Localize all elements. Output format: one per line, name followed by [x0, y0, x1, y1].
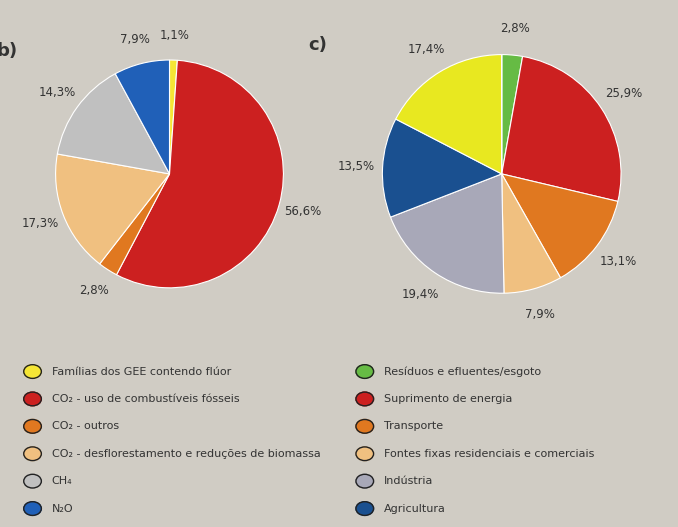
- Text: 13,5%: 13,5%: [338, 160, 375, 173]
- Text: Agricultura: Agricultura: [384, 504, 445, 513]
- Wedge shape: [391, 174, 504, 293]
- Text: Transporte: Transporte: [384, 422, 443, 431]
- Text: 25,9%: 25,9%: [605, 87, 642, 101]
- Wedge shape: [56, 154, 170, 264]
- Wedge shape: [100, 174, 170, 275]
- Text: CO₂ - desflorestamento e reduções de biomassa: CO₂ - desflorestamento e reduções de bio…: [52, 449, 320, 458]
- Wedge shape: [382, 119, 502, 217]
- Text: Suprimento de energia: Suprimento de energia: [384, 394, 512, 404]
- Text: CH₄: CH₄: [52, 476, 72, 486]
- Text: 56,6%: 56,6%: [285, 206, 322, 218]
- Text: 2,8%: 2,8%: [79, 284, 109, 297]
- Text: Resíduos e efluentes/esgoto: Resíduos e efluentes/esgoto: [384, 366, 541, 377]
- Text: CO₂ - uso de combustíveis fósseis: CO₂ - uso de combustíveis fósseis: [52, 394, 239, 404]
- Text: N₂O: N₂O: [52, 504, 73, 513]
- Wedge shape: [502, 174, 561, 293]
- Text: Fontes fixas residenciais e comerciais: Fontes fixas residenciais e comerciais: [384, 449, 594, 458]
- Text: 17,3%: 17,3%: [21, 217, 58, 230]
- Wedge shape: [117, 60, 283, 288]
- Wedge shape: [58, 74, 170, 174]
- Text: 1,1%: 1,1%: [159, 28, 189, 42]
- Text: Famílias dos GEE contendo flúor: Famílias dos GEE contendo flúor: [52, 367, 231, 376]
- Text: 7,9%: 7,9%: [525, 308, 555, 321]
- Text: 7,9%: 7,9%: [121, 33, 151, 46]
- Wedge shape: [502, 56, 621, 201]
- Text: Indústria: Indústria: [384, 476, 433, 486]
- Text: 19,4%: 19,4%: [402, 288, 439, 301]
- Wedge shape: [502, 174, 618, 278]
- Wedge shape: [396, 55, 502, 174]
- Text: 13,1%: 13,1%: [599, 255, 637, 268]
- Text: 17,4%: 17,4%: [407, 43, 445, 56]
- Text: 2,8%: 2,8%: [500, 22, 530, 35]
- Text: CO₂ - outros: CO₂ - outros: [52, 422, 119, 431]
- Text: 14,3%: 14,3%: [38, 86, 75, 99]
- Wedge shape: [502, 55, 523, 174]
- Text: c): c): [308, 36, 327, 54]
- Text: b): b): [0, 42, 18, 60]
- Wedge shape: [170, 60, 178, 174]
- Wedge shape: [115, 60, 170, 174]
